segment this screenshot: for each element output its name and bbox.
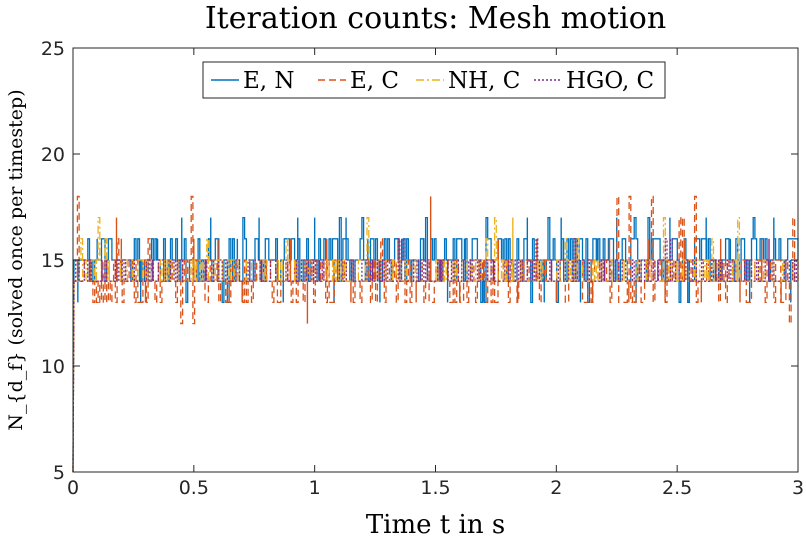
y-tick-label: 10 bbox=[41, 356, 65, 378]
plot-area bbox=[72, 195, 799, 473]
legend-item: NH, C bbox=[416, 68, 520, 94]
axis-ticks: 0 0.5 1 1.5 2 2.5 3 5 10 15 20 25 bbox=[41, 38, 804, 499]
legend-item: HGO, C bbox=[534, 68, 654, 94]
x-tick-label: 0 bbox=[67, 477, 79, 499]
legend-label: E, N bbox=[243, 68, 295, 94]
x-tick-label: 1 bbox=[309, 477, 321, 499]
y-tick-label: 20 bbox=[41, 144, 65, 166]
x-tick-label: 2 bbox=[550, 477, 562, 499]
series-e-n bbox=[72, 216, 799, 473]
legend-item: E, N bbox=[211, 68, 295, 94]
legend-item: E, C bbox=[318, 68, 399, 94]
x-axis-label: Time t in s bbox=[366, 510, 505, 540]
x-tick-label: 3 bbox=[792, 477, 804, 499]
x-tick-label: 0.5 bbox=[179, 477, 209, 499]
x-tick-label: 2.5 bbox=[662, 477, 692, 499]
legend-label: E, C bbox=[350, 68, 399, 94]
chart-title: Iteration counts: Mesh motion bbox=[205, 1, 666, 36]
y-tick-label: 15 bbox=[41, 250, 65, 272]
legend: E, N E, C NH, C HGO, C bbox=[202, 61, 666, 99]
y-tick-label: 5 bbox=[53, 462, 65, 484]
y-axis-label: N_{d_f} (solved once per timestep) bbox=[5, 89, 27, 430]
legend-label: HGO, C bbox=[566, 68, 654, 94]
y-tick-label: 25 bbox=[41, 38, 65, 60]
series-hgo-c bbox=[72, 238, 798, 473]
x-tick-label: 1.5 bbox=[420, 477, 450, 499]
series-line bbox=[72, 195, 799, 473]
legend-label: NH, C bbox=[448, 68, 520, 94]
